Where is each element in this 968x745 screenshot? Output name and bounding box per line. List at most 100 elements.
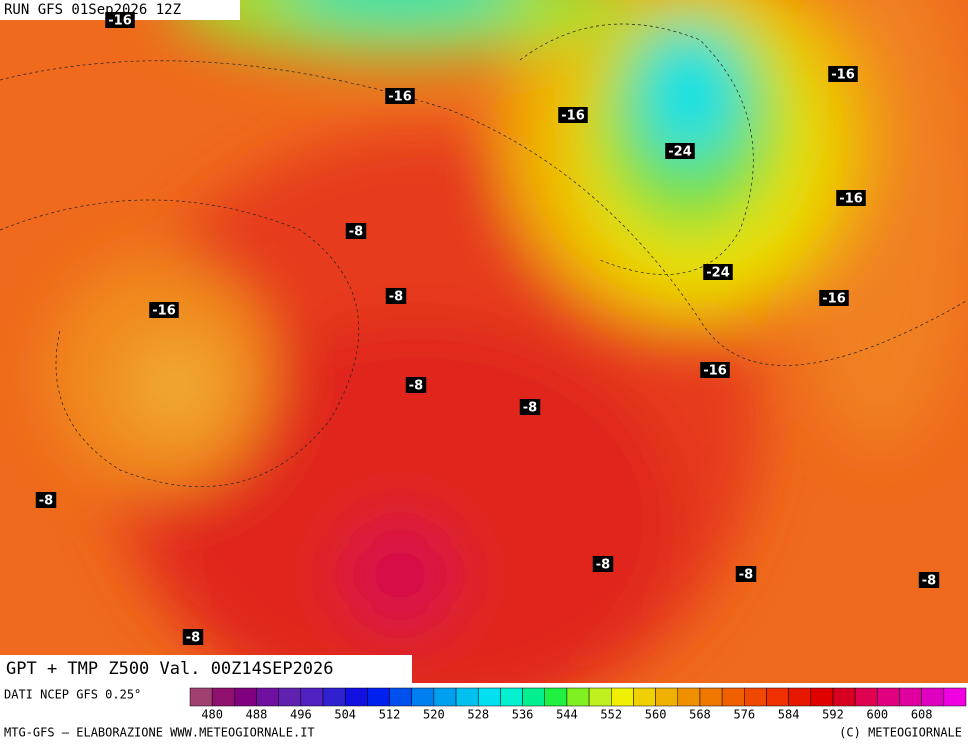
colorbar-swatch (367, 687, 390, 707)
map-label: -8 (385, 288, 407, 305)
colorbar-swatch (921, 687, 945, 707)
map-label-box (385, 88, 415, 104)
map-label-text: -8 (389, 290, 403, 305)
map-label-text: -8 (186, 631, 200, 646)
map-label-text: -8 (922, 574, 936, 589)
map-label: -16 (149, 302, 179, 319)
colorbar-swatch (854, 687, 878, 707)
colorbar-tick-label: 592 (822, 708, 844, 722)
colorbar-tick-label: 544 (556, 708, 578, 722)
colorbar-tick-label: 608 (911, 708, 933, 722)
map-label-text: -24 (706, 266, 730, 281)
colorbar-swatch (877, 687, 900, 707)
map-label-box (558, 107, 588, 123)
header-box (0, 0, 240, 20)
map-label-box (345, 223, 367, 239)
colorbar-swatch (611, 687, 634, 707)
colorbar-swatch (234, 687, 257, 707)
colorbar-tick-label: 584 (778, 708, 800, 722)
map-label-box (703, 264, 733, 280)
colorbar-tick-label: 512 (379, 708, 401, 722)
map-label: -16 (105, 12, 135, 29)
run-label: RUN GFS 01Sep2026 12Z (4, 2, 181, 18)
colorbar-swatch (566, 687, 590, 707)
colorbar-swatch (344, 687, 368, 707)
map-label: -8 (405, 377, 427, 394)
map-label-text: -16 (388, 90, 412, 105)
colorbar-swatch (389, 687, 412, 707)
colorbar-swatch (522, 687, 545, 707)
colorbar-tick-label: 488 (246, 708, 268, 722)
colorbar-swatch (810, 687, 834, 707)
colorbar-tick-label: 536 (512, 708, 534, 722)
colorbar-tick-label: 600 (866, 708, 888, 722)
map-label-text: -16 (561, 109, 585, 124)
colorbar-tick-label: 520 (423, 708, 445, 722)
colorbar-swatch (699, 687, 723, 707)
map-label-box (836, 190, 866, 206)
map-label-text: -8 (349, 225, 363, 240)
map-label-box (35, 492, 57, 508)
colorbar-swatch (832, 687, 856, 707)
map-label-box (918, 572, 940, 588)
map-label-text: -8 (596, 558, 610, 573)
map-label-box (385, 288, 407, 304)
map-label-box (828, 66, 858, 82)
map-label-text: -8 (39, 494, 53, 509)
map-label: -16 (828, 66, 858, 83)
colorbar-swatch (943, 687, 967, 707)
colorbar-tick-label: 480 (201, 708, 223, 722)
map-label: -16 (836, 190, 866, 207)
map-label-text: -16 (839, 192, 863, 207)
colorbar-swatch (633, 687, 656, 707)
colorbar-swatch (655, 687, 679, 707)
colorbar-tick-label: 504 (334, 708, 356, 722)
colorbar-swatch (411, 687, 435, 707)
map-label: -16 (385, 88, 415, 105)
colorbar-swatch (721, 687, 745, 707)
map-label-text: -16 (831, 68, 855, 83)
colorbar-swatch (189, 687, 213, 707)
colorbar-swatch (677, 687, 701, 707)
map-label: -16 (558, 107, 588, 124)
source-label: DATI NCEP GFS 0.25° (4, 688, 141, 702)
map-label-box (519, 399, 541, 415)
map-label: -8 (592, 556, 614, 573)
title-box (0, 655, 412, 683)
colorbar-swatch (256, 687, 279, 707)
credit-label: MTG-GFS — ELABORAZIONE WWW.METEOGIORNALE… (4, 726, 315, 740)
colorbar-tick-label: 568 (689, 708, 711, 722)
map-label-box (700, 362, 730, 378)
colorbar-swatch (322, 687, 346, 707)
map-label-box (592, 556, 614, 572)
map-label-box (149, 302, 179, 318)
colorbar-swatch (300, 687, 324, 707)
map-label: -8 (35, 492, 57, 509)
colorbar-tick-label: 528 (467, 708, 489, 722)
map-title: GPT + TMP Z500 Val. 00Z14SEP2026 (6, 659, 334, 679)
colorbar-swatch (788, 687, 812, 707)
map-label-box (819, 290, 849, 306)
colorbar-swatch (766, 687, 789, 707)
map-label: -8 (182, 629, 204, 646)
colorbar-swatch (455, 687, 479, 707)
colorbar-swatch (278, 687, 302, 707)
map-label: -24 (703, 264, 733, 281)
colorbar-tick-label: 576 (733, 708, 755, 722)
colorbar-swatch (899, 687, 922, 707)
map-label: -24 (665, 143, 695, 160)
map-label-box (182, 629, 204, 645)
map-label: -8 (918, 572, 940, 589)
map-label-box (405, 377, 427, 393)
map-label: -16 (700, 362, 730, 379)
copyright-label: (C) METEOGIORNALE (839, 726, 962, 740)
colorbar-tick-label: 496 (290, 708, 312, 722)
map-label-text: -16 (822, 292, 846, 307)
map-label-text: -8 (409, 379, 423, 394)
map-label: -8 (519, 399, 541, 416)
colorbar-tick-label: 552 (600, 708, 622, 722)
map-label-text: -16 (703, 364, 727, 379)
colorbar-swatch (211, 687, 235, 707)
colorbar-swatch (744, 687, 767, 707)
